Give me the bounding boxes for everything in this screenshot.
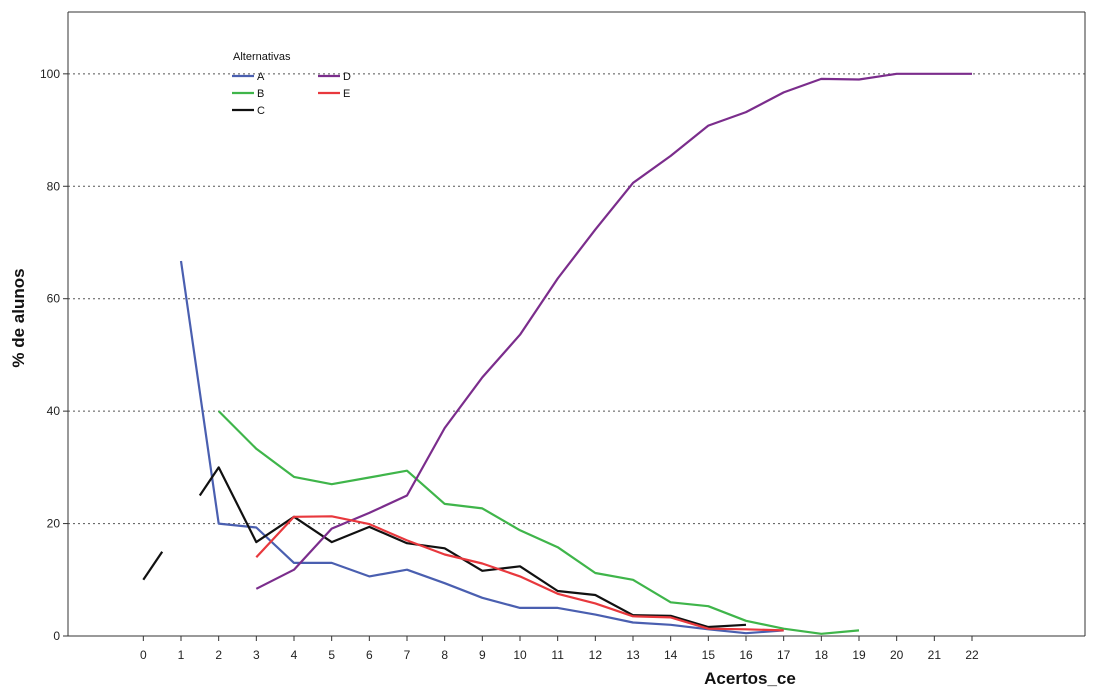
x-tick-label: 15 (702, 648, 716, 662)
y-tick-label: 0 (53, 629, 60, 643)
legend-title: Alternativas (233, 51, 291, 63)
x-tick-label: 21 (928, 648, 942, 662)
x-tick-label: 8 (441, 648, 448, 662)
x-axis-ticks: 0 1 2 3 4 5 6 7 8 9 10 11 12 13 14 15 16 17 18 19 20 21 22 (140, 636, 979, 662)
y-axis-title: % de alunos (9, 268, 28, 367)
x-tick-label: 20 (890, 648, 904, 662)
x-tick-label: 19 (852, 648, 866, 662)
x-tick-label: 0 (140, 648, 147, 662)
x-tick-label: 1 (178, 648, 185, 662)
x-tick-label: 2 (215, 648, 222, 662)
y-axis-ticks: 0 20 40 60 80 100 (40, 67, 68, 643)
y-tick-label: 100 (40, 67, 60, 81)
x-tick-label: 9 (479, 648, 486, 662)
series-line-b (217, 410, 860, 635)
x-tick-label: 11 (551, 648, 564, 662)
legend-label-a: A (257, 71, 265, 83)
x-tick-label: 12 (589, 648, 603, 662)
x-tick-label: 13 (626, 648, 640, 662)
y-tick-label: 60 (47, 292, 61, 306)
plot-frame (67, 11, 1086, 637)
legend-label-d: D (343, 71, 351, 83)
legend: Alternativas ABC DE (232, 51, 351, 117)
series-line-e (255, 515, 784, 632)
legend-label-c: C (257, 105, 265, 117)
x-tick-label: 6 (366, 648, 373, 662)
x-tick-label: 16 (739, 648, 753, 662)
x-tick-label: 18 (815, 648, 829, 662)
x-tick-label: 10 (513, 648, 527, 662)
x-tick-label: 4 (291, 648, 298, 662)
legend-label-e: E (343, 88, 350, 100)
y-tick-label: 80 (47, 179, 61, 193)
x-tick-label: 14 (664, 648, 678, 662)
gridlines (68, 73, 1085, 525)
y-tick-label: 20 (47, 517, 61, 531)
x-tick-label: 3 (253, 648, 260, 662)
series-line-a (179, 260, 784, 635)
x-tick-label: 17 (777, 648, 791, 662)
x-axis-title: Acertos_ce (704, 669, 796, 688)
series-line-c (142, 551, 164, 581)
series-line-d (255, 72, 972, 590)
series-lines (142, 72, 972, 635)
x-tick-label: 5 (328, 648, 335, 662)
y-tick-label: 40 (47, 404, 61, 418)
x-tick-label: 7 (404, 648, 411, 662)
x-tick-label: 22 (965, 648, 979, 662)
series-line-c (198, 466, 747, 629)
legend-label-b: B (257, 88, 264, 100)
